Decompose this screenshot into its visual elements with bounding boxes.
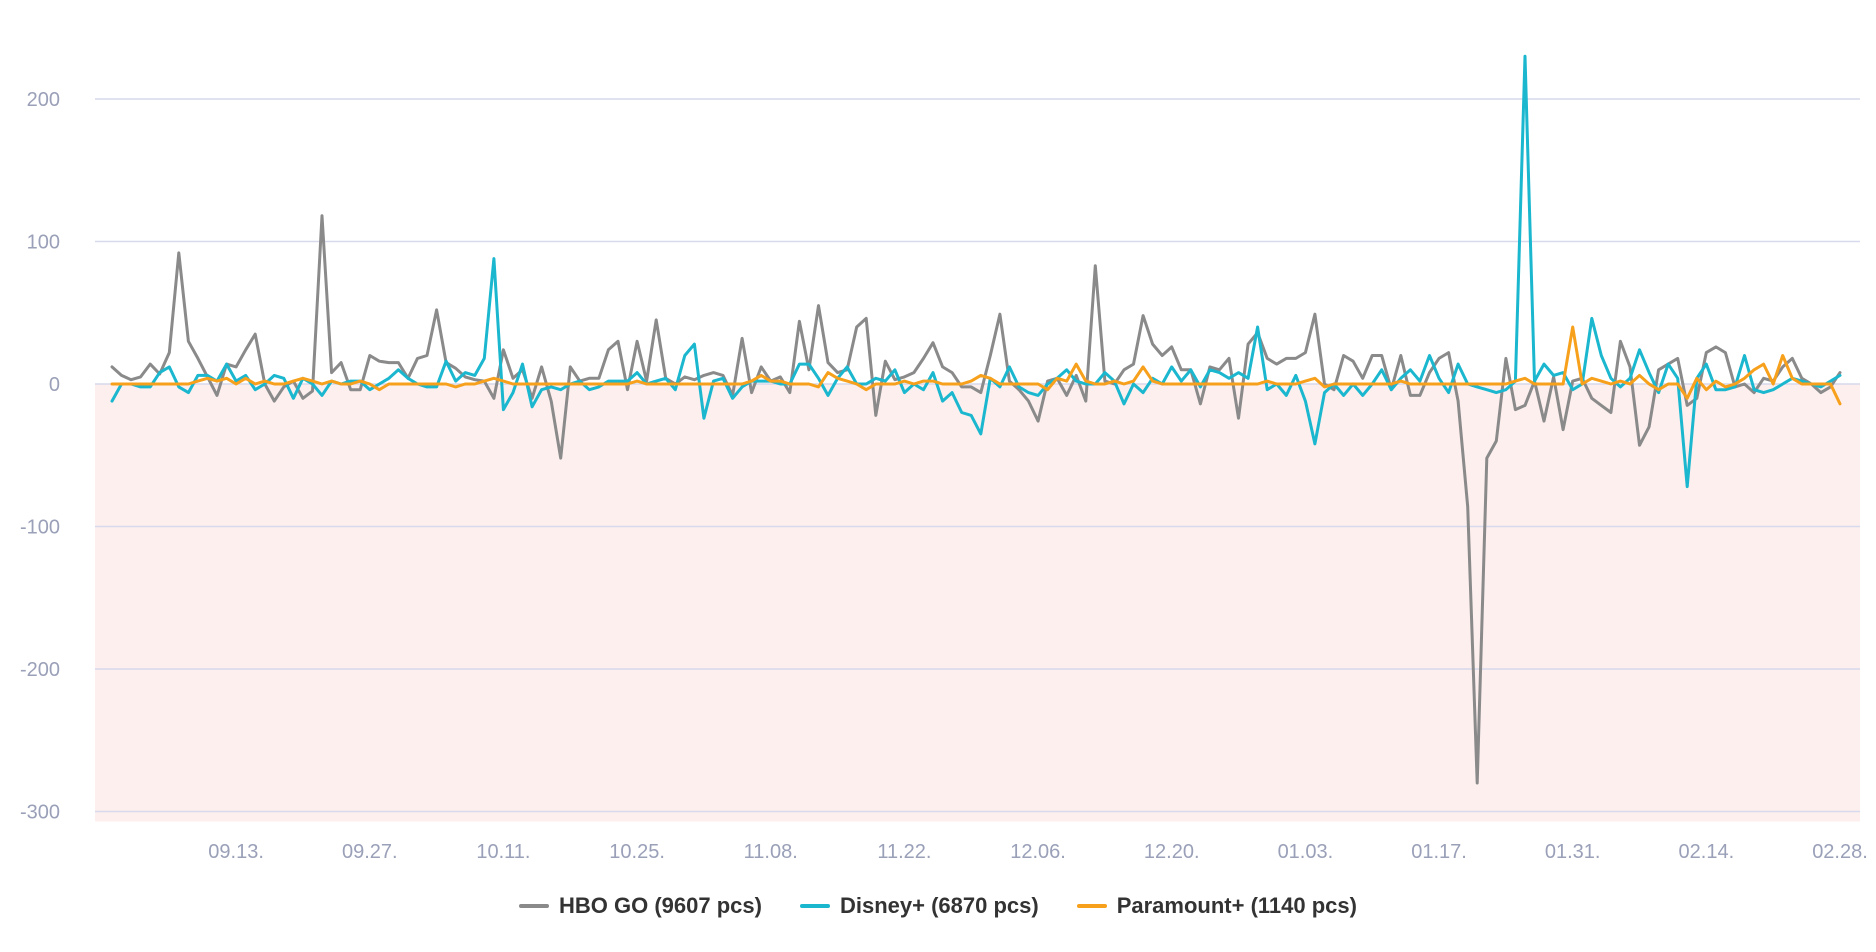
legend-item-paramount-plus[interactable]: Paramount+ (1140 pcs) [1076,893,1357,919]
y-tick-label: -100 [20,517,60,539]
y-tick-label: 0 [49,374,60,396]
legend-item-disney-plus[interactable]: Disney+ (6870 pcs) [799,893,1039,919]
legend: HBO GO (9607 pcs) Disney+ (6870 pcs) Par… [0,893,1876,919]
line-chart: 200 100 0 -100 -200 -300 09.13. 09.27. 10.11. 10… [20,54,1868,863]
legend-label-paramount-plus: Paramount+ (1140 pcs) [1116,893,1357,918]
legend-item-hbo-go[interactable]: HBO GO (9607 pcs) [519,893,762,919]
legend-swatch-hbo-go [519,904,550,908]
legend-label-disney-plus: Disney+ (6870 pcs) [839,893,1039,918]
series-line-1 [110,54,1842,489]
x-tick-label: 02.28. [1812,841,1868,863]
x-tick-label: 09.27. [342,841,398,863]
y-tick-label: -200 [20,659,60,681]
x-tick-label: 01.17. [1411,841,1467,863]
x-tick-label: 10.25. [609,841,665,863]
series-line-2 [110,325,1842,406]
x-tick-label: 01.03. [1278,841,1334,863]
series-lines [110,54,1842,785]
x-tick-label: 09.13. [208,841,264,863]
y-tick-label: -300 [20,802,60,824]
x-tick-label: 11.22. [877,841,931,863]
x-tick-label: 11.08. [744,841,798,863]
y-tick-label: 200 [27,89,60,111]
legend-swatch-paramount-plus [1076,904,1107,908]
y-tick-label: 100 [27,232,60,254]
legend-label-hbo-go: HBO GO (9607 pcs) [559,893,762,918]
x-tick-label: 12.06. [1010,841,1066,863]
y-axis-ticks: 200 100 0 -100 -200 -300 [20,89,60,824]
x-axis-ticks: 09.13. 09.27. 10.11. 10.25. 11.08. 11.22. 12.0… [208,841,1867,863]
negative-region-background [95,384,1860,822]
x-tick-label: 01.31. [1545,841,1601,863]
legend-swatch-disney-plus [799,904,830,908]
x-tick-label: 02.14. [1679,841,1735,863]
x-tick-label: 12.20. [1144,841,1200,863]
x-tick-label: 10.11. [476,841,530,863]
